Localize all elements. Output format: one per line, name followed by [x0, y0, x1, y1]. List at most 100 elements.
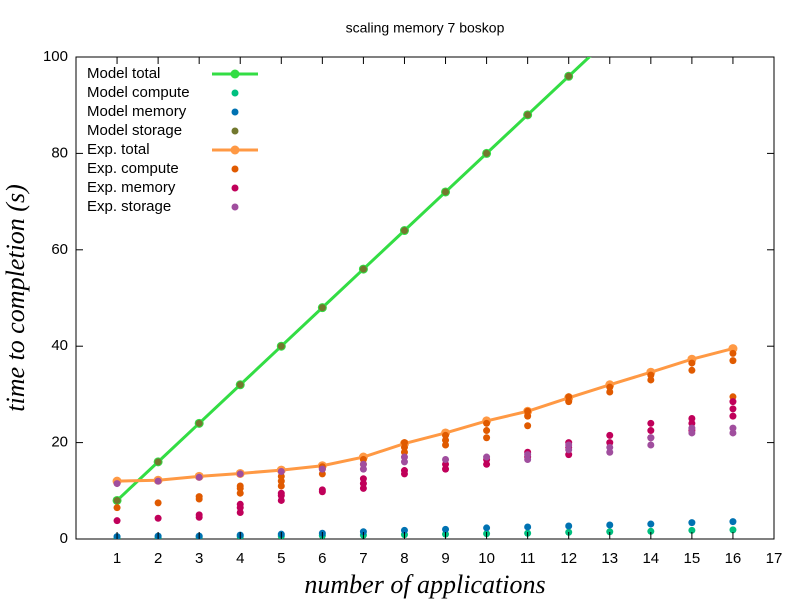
- data-point: [688, 526, 696, 534]
- x-tick-label: 8: [400, 550, 408, 567]
- legend-marker: [231, 203, 239, 211]
- data-point: [524, 523, 532, 531]
- data-point: [359, 460, 367, 468]
- legend-marker: [230, 69, 240, 79]
- data-point: [606, 521, 614, 529]
- data-point: [483, 460, 491, 468]
- data-point: [400, 526, 408, 534]
- data-point: [154, 458, 162, 466]
- legend-label: Exp. total: [87, 141, 150, 158]
- data-point: [729, 412, 737, 420]
- data-point: [565, 446, 573, 454]
- data-point: [606, 431, 614, 439]
- data-point: [359, 455, 367, 463]
- legend-marker: [231, 89, 239, 97]
- data-point: [606, 439, 614, 447]
- legend-marker: [231, 127, 239, 135]
- y-tick-label: 80: [51, 144, 68, 161]
- data-point: [646, 0, 655, 4]
- data-point: [442, 465, 450, 473]
- data-point: [400, 453, 408, 461]
- data-point: [359, 528, 367, 536]
- data-point: [113, 496, 121, 504]
- data-point: [195, 511, 203, 519]
- y-tick-label: 20: [51, 434, 68, 451]
- data-point: [277, 468, 285, 476]
- data-point: [113, 480, 121, 488]
- x-tick-label: 10: [478, 550, 495, 567]
- data-point: [729, 526, 737, 534]
- data-point: [688, 419, 696, 427]
- data-point: [442, 436, 450, 444]
- data-point: [647, 434, 655, 442]
- data-point: [565, 451, 573, 459]
- data-point: [442, 525, 450, 533]
- data-point: [195, 473, 203, 481]
- data-point: [318, 486, 326, 494]
- data-point: [605, 33, 614, 42]
- data-point: [483, 453, 491, 461]
- data-point: [647, 371, 655, 379]
- data-point: [400, 227, 408, 235]
- data-point: [483, 419, 491, 427]
- data-point: [524, 111, 532, 119]
- data-point: [647, 527, 655, 535]
- x-axis-label: number of applications: [304, 570, 545, 599]
- plot-frame: [75, 56, 775, 540]
- data-point: [647, 441, 655, 449]
- data-point: [606, 388, 614, 396]
- data-point: [606, 528, 614, 536]
- legend-label: Exp. compute: [87, 160, 179, 177]
- data-point: [729, 398, 737, 406]
- data-point: [483, 524, 491, 532]
- data-point: [442, 431, 450, 439]
- data-point: [729, 357, 737, 365]
- data-point: [483, 434, 491, 442]
- data-point: [400, 467, 408, 475]
- data-point: [236, 508, 244, 516]
- data-point: [524, 455, 532, 463]
- data-point: [647, 520, 655, 528]
- data-point: [647, 0, 654, 3]
- data-point: [318, 465, 326, 473]
- data-point: [113, 504, 121, 512]
- data-point: [277, 489, 285, 497]
- data-point: [524, 422, 532, 430]
- x-tick-label: 3: [195, 550, 203, 567]
- data-point: [688, 519, 696, 527]
- legend-label: Model memory: [87, 103, 187, 120]
- data-point: [277, 477, 285, 485]
- x-tick-label: 16: [725, 550, 742, 567]
- data-point: [318, 304, 326, 312]
- legend-label: Model storage: [87, 122, 182, 139]
- data-point: [688, 424, 696, 432]
- data-point: [154, 499, 162, 507]
- y-tick-label: 100: [43, 48, 68, 65]
- legend-marker: [231, 108, 239, 116]
- data-point: [236, 470, 244, 478]
- data-point: [729, 424, 737, 432]
- data-point: [565, 72, 573, 80]
- y-tick-label: 0: [60, 530, 68, 547]
- x-tick-label: 11: [520, 550, 536, 567]
- data-point: [236, 381, 244, 389]
- data-point: [565, 522, 573, 530]
- x-tick-label: 12: [560, 550, 577, 567]
- legend-marker: [231, 165, 239, 173]
- legend-label: Exp. memory: [87, 179, 176, 196]
- data-point: [483, 149, 491, 157]
- data-point: [565, 441, 573, 449]
- data-point: [195, 493, 203, 501]
- x-tick-label: 13: [601, 550, 618, 567]
- data-point: [524, 412, 532, 420]
- data-point: [647, 427, 655, 435]
- data-point: [483, 427, 491, 435]
- data-point: [524, 407, 532, 415]
- data-point: [606, 448, 614, 456]
- data-point: [688, 366, 696, 374]
- data-point: [729, 393, 737, 401]
- x-tick-label: 4: [236, 550, 244, 567]
- plot-area: [112, 0, 738, 539]
- data-point: [729, 518, 737, 526]
